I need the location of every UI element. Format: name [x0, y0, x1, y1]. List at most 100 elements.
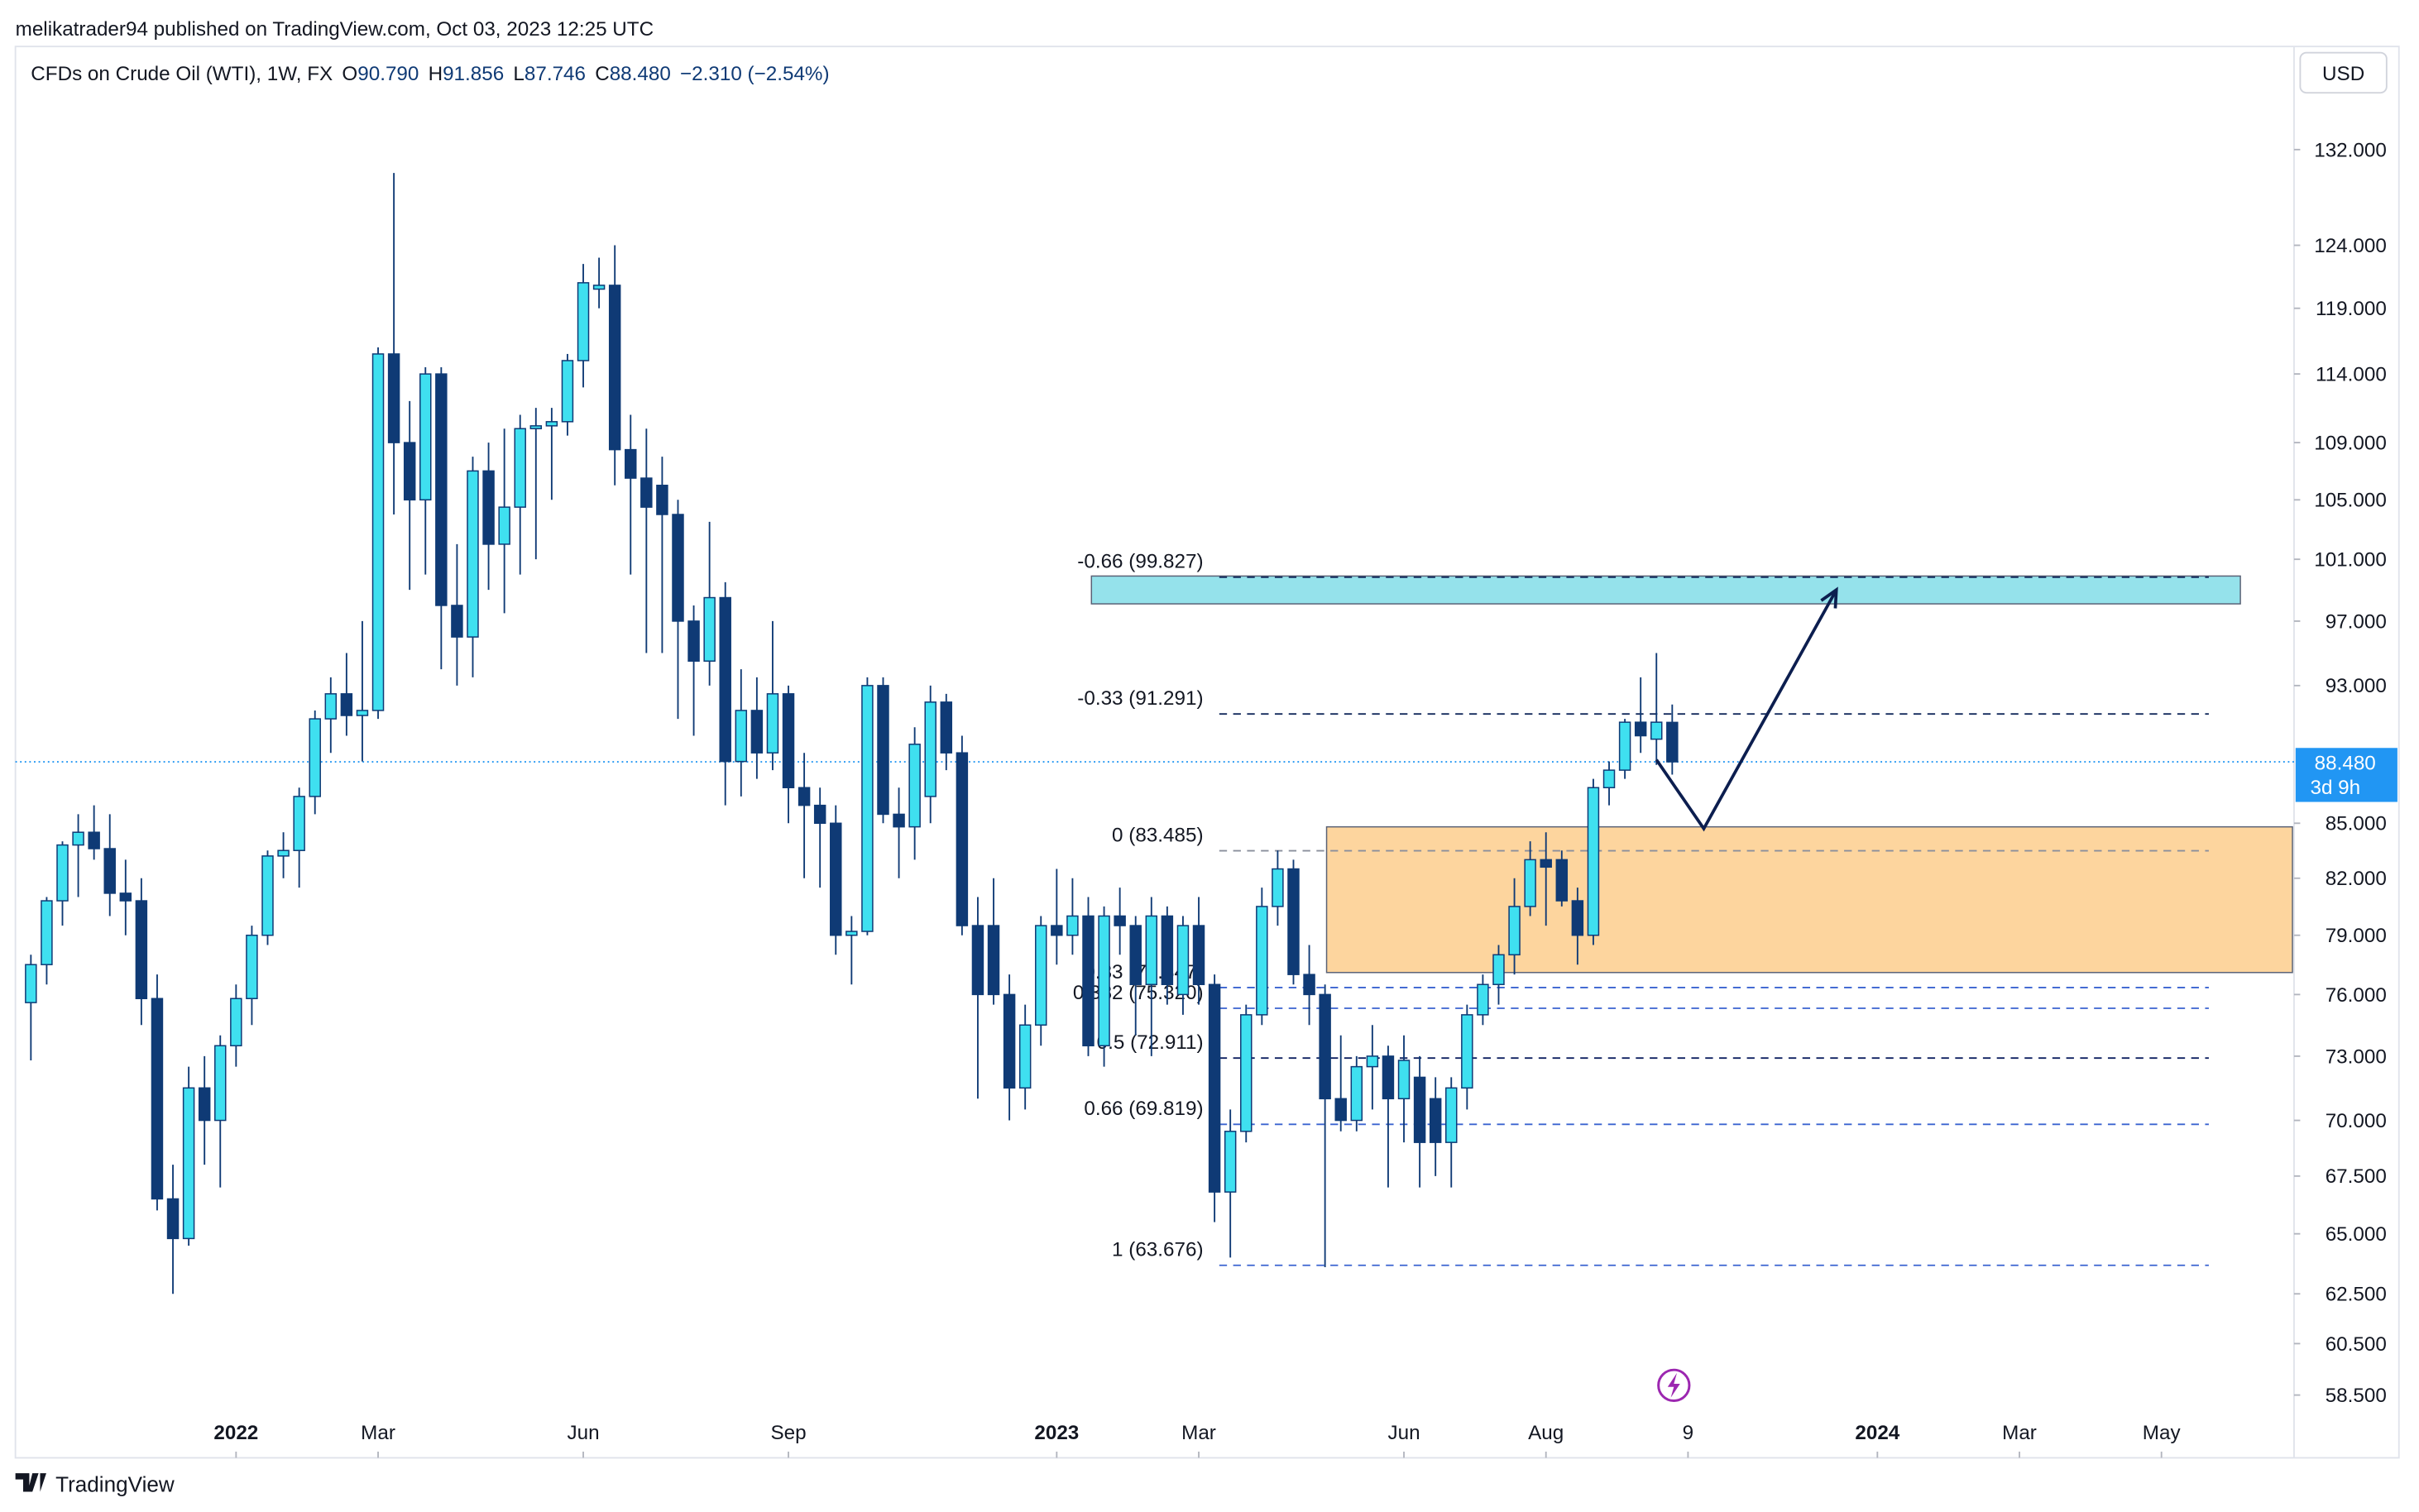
- candle-body: [1035, 925, 1047, 1026]
- candle-body: [592, 285, 606, 290]
- candle-body: [608, 285, 621, 451]
- x-tick-label: 2022: [213, 1422, 258, 1444]
- chart-frame: [14, 45, 2400, 1459]
- last-price: 88.480: [2315, 752, 2376, 774]
- candle-body: [529, 425, 543, 429]
- candle-body: [1429, 1098, 1442, 1143]
- candle-body: [25, 964, 37, 1003]
- candle-body: [166, 1198, 180, 1240]
- candle-body: [451, 605, 463, 638]
- candle-body: [151, 998, 164, 1200]
- candle-body: [1445, 1087, 1458, 1143]
- candle-body: [1397, 1060, 1411, 1100]
- x-tick-label: 2023: [1034, 1422, 1079, 1444]
- y-tick-label: 60.500: [2326, 1333, 2387, 1356]
- event-bolt[interactable]: [1667, 1372, 1680, 1398]
- candle-body: [1082, 915, 1095, 1047]
- candle-body: [119, 892, 132, 902]
- candle-body: [735, 710, 748, 763]
- event-icon[interactable]: [1657, 1368, 1691, 1402]
- candle-body: [1524, 859, 1536, 907]
- change: −2.310 (−2.54%): [680, 63, 830, 85]
- candle-body: [1350, 1065, 1363, 1122]
- y-tick-label: 132.000: [2314, 139, 2387, 161]
- zone: [1325, 825, 2293, 974]
- y-tick-label: 82.000: [2326, 868, 2387, 890]
- y-tick-label: 119.000: [2316, 298, 2387, 320]
- l-value: 87.746: [525, 63, 586, 85]
- x-tick-label: Mar: [361, 1422, 395, 1444]
- zone: [1090, 575, 2241, 605]
- candle-body: [1303, 974, 1315, 996]
- candle-body: [813, 804, 826, 825]
- candle-body: [277, 849, 290, 857]
- brand: TradingView: [55, 1472, 175, 1497]
- y-tick-label: 79.000: [2326, 925, 2387, 947]
- fib-label: 0 (83.485): [1112, 824, 1203, 846]
- candle-body: [971, 925, 984, 996]
- y-tick-label: 70.000: [2326, 1110, 2387, 1132]
- candle-body: [1145, 915, 1158, 985]
- candle-body: [1240, 1014, 1253, 1132]
- candle-body: [1176, 925, 1190, 996]
- x-tick-label: May: [2143, 1422, 2182, 1444]
- candle-body: [687, 620, 700, 662]
- candle-body: [1319, 993, 1331, 1100]
- y-tick-label: 85.000: [2326, 813, 2387, 835]
- candle-body: [261, 855, 274, 936]
- candle-body: [656, 485, 668, 515]
- candle-body: [1192, 925, 1205, 985]
- candle-body: [1256, 906, 1268, 1016]
- candle-body: [750, 710, 764, 754]
- fib-levels: -0.66 (99.827) -0.33 (91.291) 0 (83.485) 0.…: [1073, 551, 2209, 1266]
- x-tick-label: Jun: [567, 1422, 599, 1444]
- candle-body: [1461, 1014, 1473, 1089]
- y-tick-label: 114.000: [2316, 364, 2387, 386]
- candle-body: [514, 428, 526, 508]
- h-value: 91.856: [443, 63, 504, 85]
- candle-body: [309, 718, 321, 797]
- x-tick-label: Mar: [1181, 1422, 1216, 1444]
- candle-body: [41, 900, 53, 965]
- candle-body: [893, 813, 905, 828]
- currency[interactable]: USD: [2322, 63, 2364, 85]
- y-tick-label: 62.500: [2326, 1284, 2387, 1306]
- candle-body: [625, 448, 637, 479]
- candle-body: [545, 421, 558, 427]
- candle-body: [1208, 983, 1221, 1193]
- x-tick-label: 9: [1683, 1422, 1693, 1444]
- candle-body: [419, 373, 432, 501]
- h-letter: H: [429, 63, 443, 85]
- candle-body: [72, 831, 84, 846]
- publisher: melikatrader94 published on TradingView.…: [16, 18, 654, 41]
- candle-body: [498, 506, 510, 545]
- arrow-head: [1820, 586, 1838, 609]
- candle-body: [56, 844, 69, 902]
- fib-label: 1 (63.676): [1112, 1239, 1203, 1261]
- candle-body: [246, 934, 258, 999]
- candle-body: [845, 931, 858, 936]
- candle-body: [703, 596, 716, 662]
- c-value: 88.480: [610, 63, 671, 85]
- candle-body: [782, 693, 795, 789]
- candle-body: [1382, 1055, 1395, 1100]
- legend: CFDs on Crude Oil (WTI), 1W, FX O90.790 H9…: [31, 63, 829, 85]
- candle-body: [766, 693, 779, 754]
- candle-body: [830, 822, 842, 936]
- y-tick-label: 101.000: [2314, 549, 2387, 572]
- countdown: 3d 9h: [2310, 777, 2360, 799]
- candle-body: [1540, 859, 1552, 868]
- projection-path: [1655, 589, 1838, 832]
- candle-body: [1098, 915, 1110, 1047]
- candle-body: [230, 998, 242, 1047]
- fib-label: 0.66 (69.819): [1084, 1098, 1203, 1120]
- o-value: 90.790: [357, 63, 419, 85]
- candle-body: [1224, 1131, 1237, 1193]
- candle-body: [467, 470, 479, 638]
- currency-button[interactable]: [2299, 51, 2388, 94]
- x-tick-label: Sep: [770, 1422, 806, 1444]
- candle-body: [1161, 915, 1174, 985]
- candle-body: [1018, 1024, 1032, 1089]
- y-tick-label: 65.000: [2326, 1223, 2387, 1246]
